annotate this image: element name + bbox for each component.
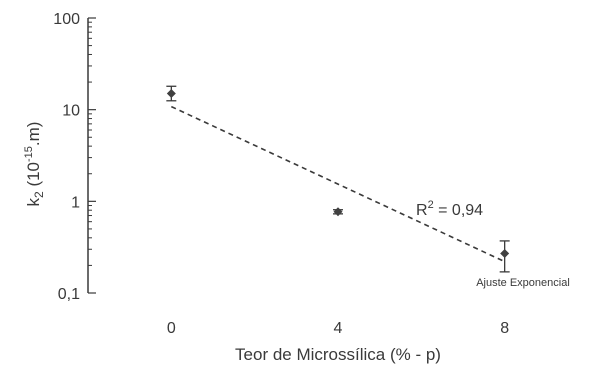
data-point-marker (166, 89, 176, 99)
error-bars (166, 85, 510, 273)
x-ticks: 0 4 8 (167, 320, 509, 337)
r-squared-superscript: 2 (428, 199, 434, 211)
y-axis: 0,1 1 10 100 (53, 11, 96, 303)
x-tick-label: 8 (500, 320, 509, 337)
y-ticks: 0,1 1 10 100 (53, 11, 96, 303)
y-axis-title: k2 (10-15.m) (23, 122, 46, 207)
x-tick-label: 4 (334, 320, 343, 337)
r-squared-value: = 0,94 (434, 202, 483, 219)
y-tick-label: 1 (71, 194, 80, 211)
y-axis-title-subscript: 2 (32, 191, 46, 198)
y-axis-title-middle: (10 (24, 162, 43, 191)
fit-label: Ajuste Exponencial (476, 277, 570, 289)
x-axis-title: Teor de Microssílica (% - p) (235, 345, 441, 364)
x-axis: 0 4 8 (167, 320, 509, 337)
data-points (166, 89, 510, 258)
y-axis-title-superscript: -15 (23, 146, 35, 162)
data-point-marker (333, 207, 343, 217)
y-axis-title-main: k (24, 197, 43, 206)
y-tick-label: 100 (53, 11, 80, 28)
r-squared-annotation: R2 = 0,94 (416, 199, 483, 219)
x-tick-label: 0 (167, 320, 176, 337)
data-point-marker (500, 248, 510, 258)
r-squared-base: R (416, 202, 428, 219)
y-axis-title-end: .m) (24, 122, 43, 147)
y-tick-label: 0,1 (58, 286, 80, 303)
y-tick-label: 10 (62, 103, 80, 120)
fit-line (170, 105, 506, 263)
fit-layer (170, 105, 506, 263)
